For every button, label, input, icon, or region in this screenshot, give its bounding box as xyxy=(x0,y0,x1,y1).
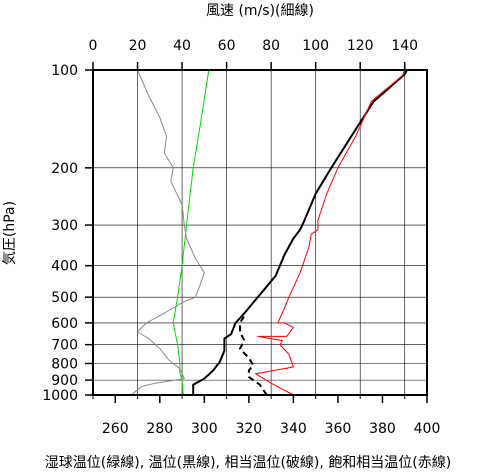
top-axis-tick-label: 140 xyxy=(391,38,418,54)
x-axis-title: 湿球温位(緑線), 温位(黒線), 相当温位(破線), 飽和相当温位(赤線) xyxy=(45,454,451,471)
series-line xyxy=(192,69,408,395)
bottom-axis-tick-label: 340 xyxy=(280,421,307,437)
series-line xyxy=(172,69,210,396)
series-line xyxy=(130,69,205,396)
left-axis-tick-label: 800 xyxy=(51,357,78,373)
top-axis-tick-label: 60 xyxy=(218,38,236,54)
plot-series xyxy=(130,69,408,396)
bottom-axis-tick-label: 320 xyxy=(235,421,262,437)
bottom-axis-tick-label: 400 xyxy=(414,421,441,437)
top-axis-tick-label: 20 xyxy=(129,38,147,54)
left-axis-tick-label: 300 xyxy=(51,218,78,234)
series-line xyxy=(255,69,406,396)
series-line xyxy=(239,315,268,396)
top-axis-tick-label: 40 xyxy=(173,38,191,54)
left-axis-tick-label: 200 xyxy=(51,161,78,177)
chart-title: 風速 (m/s)(細線) xyxy=(206,3,314,19)
bottom-axis-tick-label: 280 xyxy=(146,421,173,437)
bottom-axis-tick-label: 300 xyxy=(191,421,218,437)
top-axis-tick-label: 80 xyxy=(262,38,280,54)
top-axis-tick-label: 120 xyxy=(347,38,374,54)
left-axis-tick-label: 900 xyxy=(51,373,78,389)
ticks: 0 20 40 60 80 100 120 140 260 280 300 320 340 360 380 4… xyxy=(42,38,440,437)
left-axis-tick-label: 600 xyxy=(51,316,78,332)
grid xyxy=(92,69,427,396)
top-axis-tick-label: 0 xyxy=(89,38,98,54)
left-axis-tick-label: 500 xyxy=(51,290,78,306)
y-axis-title: 気圧(hPa) xyxy=(2,201,18,265)
left-axis-tick-label: 100 xyxy=(51,63,78,79)
left-axis-tick-label: 400 xyxy=(51,259,78,275)
bottom-axis-tick-label: 360 xyxy=(325,421,352,437)
bottom-axis-tick-label: 260 xyxy=(102,421,129,437)
plot-frame xyxy=(92,69,428,396)
top-axis-tick-label: 100 xyxy=(302,38,329,54)
left-axis-tick-label: 1000 xyxy=(42,388,78,404)
bottom-axis-tick-label: 380 xyxy=(369,421,396,437)
left-axis-tick-label: 700 xyxy=(51,338,78,354)
